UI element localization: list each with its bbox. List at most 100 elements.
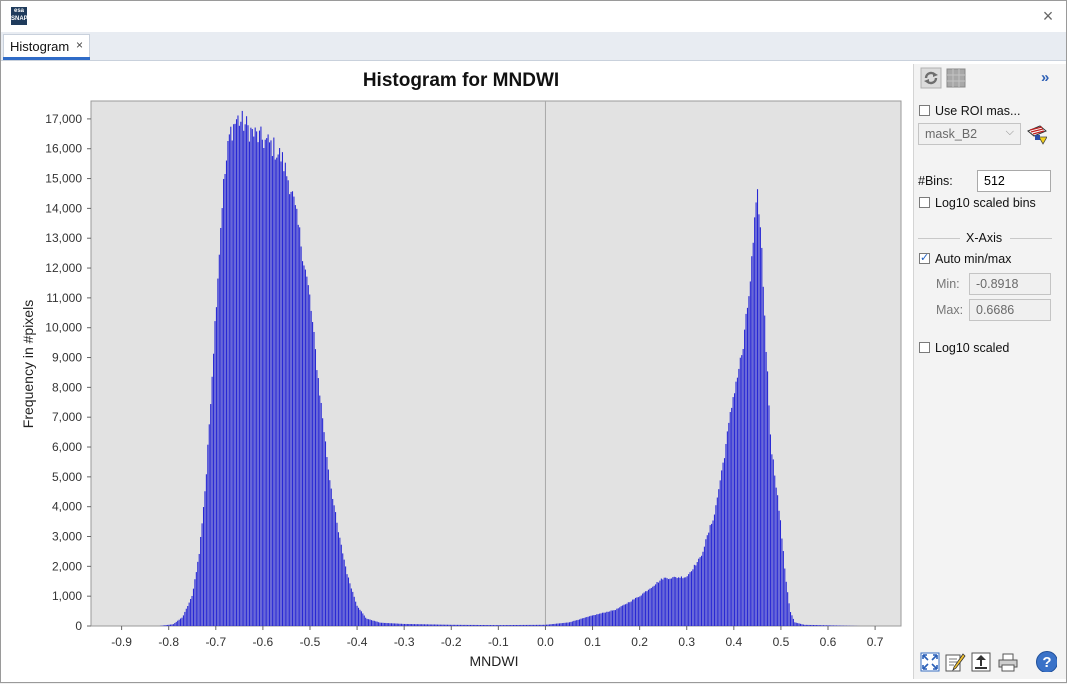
histogram-bar [262,140,263,626]
close-window-button[interactable]: × [1038,6,1058,26]
log10-scaled-checkbox[interactable] [919,342,930,353]
histogram-bar [232,141,233,626]
export-icon[interactable] [970,651,992,673]
histogram-bar [367,619,368,626]
histogram-bar [555,624,556,626]
help-icon[interactable]: ? [1035,650,1057,672]
histogram-bar [344,560,345,626]
histogram-bar [635,598,636,626]
grid-icon[interactable] [945,67,967,89]
histogram-bar [596,614,597,626]
y-tick-label: 0 [75,619,82,633]
histogram-bar [634,599,635,626]
max-input[interactable] [969,299,1051,321]
histogram-bar [338,532,339,626]
title-bar: esa SNAP × [1,1,1066,32]
roi-mask-select[interactable]: mask_B2 ⌵ [918,123,1021,145]
histogram-bar [601,613,602,626]
histogram-bar [717,498,718,626]
histogram-bar [517,625,518,626]
roi-mask-icon[interactable] [1025,123,1047,145]
chart-title: Histogram for MNDWI [363,70,559,91]
histogram-bar [677,578,678,626]
x-axis-section-title: X-Axis [966,231,1002,245]
histogram-bar [566,623,567,626]
histogram-bar [727,431,728,626]
use-roi-mask-checkbox[interactable] [919,105,930,116]
histogram-bar [425,624,426,626]
histogram-bar [303,265,304,626]
histogram-bar [263,148,264,626]
histogram-bar [773,459,774,626]
tab-close-icon[interactable]: × [76,38,83,52]
histogram-bar [820,625,821,626]
min-input[interactable] [969,273,1051,295]
histogram-bar [245,124,246,626]
refresh-icon[interactable] [920,67,942,89]
histogram-bar [395,623,396,626]
x-tick-label: -0.2 [441,635,462,649]
histogram-bar [662,579,663,626]
histogram-bar [787,592,788,626]
histogram-bar [311,311,312,626]
y-axis-label: Frequency in #pixels [20,300,36,428]
histogram-bar [397,624,398,626]
histogram-bar [235,124,236,626]
histogram-bar [550,624,551,626]
histogram-bar [256,131,257,626]
histogram-bar [418,624,419,626]
histogram-bar [758,214,759,626]
histogram-bar [744,330,745,626]
histogram-bar [186,609,187,626]
edit-chart-icon[interactable] [944,651,966,673]
histogram-bar [184,612,185,626]
histogram-bar [273,138,274,626]
histogram-bar [753,243,754,626]
collapse-panel-icon[interactable]: » [1041,69,1049,86]
histogram-bar [204,491,205,626]
histogram-bar [167,625,168,626]
histogram-bar [289,194,290,626]
histogram-bar [189,603,190,626]
histogram-bar [444,625,445,626]
histogram-bar [285,163,286,626]
histogram-bar [357,606,358,626]
bins-input[interactable] [977,170,1051,192]
auto-min-max-checkbox[interactable] [919,253,930,264]
histogram-bar [404,624,405,626]
histogram-bar [335,512,336,626]
histogram-bar [824,625,825,626]
histogram-bar [638,597,639,626]
tab-histogram[interactable]: Histogram × [3,34,90,58]
histogram-bar [783,551,784,626]
histogram-bar [695,565,696,626]
histogram-bar [286,176,287,626]
histogram-bar [365,618,366,626]
histogram-bar [476,625,477,626]
histogram-bar [664,578,665,626]
histogram-bar [580,619,581,626]
histogram-bar [486,625,487,626]
y-tick-label: 13,000 [45,231,82,245]
histogram-bar [543,625,544,626]
log10-scaled-bins-checkbox[interactable] [919,197,930,208]
y-tick-label: 7,000 [52,410,82,424]
tab-bar: Histogram × [1,32,1066,61]
print-icon[interactable] [997,651,1019,673]
histogram-bar [410,624,411,626]
histogram-bar [697,562,698,626]
histogram-bar [678,577,679,626]
histogram-bar [745,314,746,626]
histogram-bar [380,623,381,626]
histogram-bar [226,161,227,626]
histogram-bar [388,623,389,626]
zoom-all-icon[interactable] [919,651,941,673]
histogram-bar [163,625,164,626]
histogram-bar [539,625,540,626]
histogram-bar [183,615,184,626]
histogram-bar [407,624,408,626]
histogram-bar [621,606,622,626]
histogram-options-panel: » Use ROI mas... mask_B2 ⌵ #Bins: Log10 … [913,64,1066,679]
histogram-bar [259,131,260,626]
histogram-bar [487,625,488,626]
